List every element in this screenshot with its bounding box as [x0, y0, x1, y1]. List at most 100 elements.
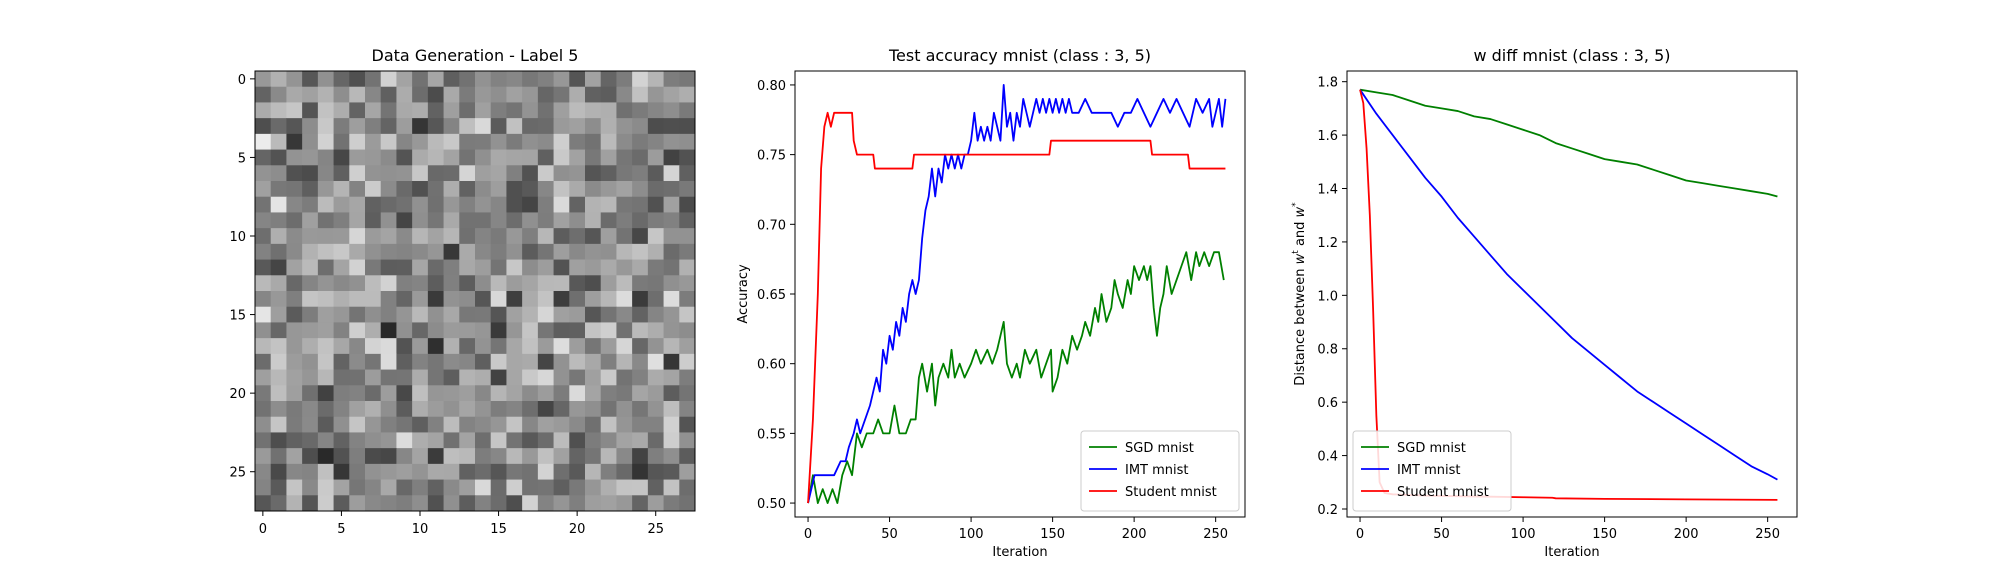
heatmap-cell: [600, 432, 617, 449]
heatmap-cell: [396, 196, 413, 213]
accuracy-title: Test accuracy mnist (class : 3, 5): [888, 46, 1151, 65]
heatmap-cell: [255, 463, 272, 480]
heatmap-cell: [412, 118, 429, 135]
heatmap-cell: [255, 369, 272, 386]
heatmap-cell: [365, 212, 382, 229]
heatmap-cell: [585, 102, 602, 119]
heatmap-cell: [270, 291, 287, 308]
heatmap-cell: [459, 243, 476, 260]
heatmap-cell: [443, 228, 460, 245]
heatmap-cell: [522, 149, 539, 166]
heatmap-cell: [286, 228, 303, 245]
heatmap-cell: [317, 369, 334, 386]
heatmap-cell: [255, 118, 272, 135]
heatmap-cell: [286, 432, 303, 449]
heatmap-cell: [647, 102, 664, 119]
heatmap-cell: [522, 196, 539, 213]
heatmap-cell: [317, 448, 334, 465]
x-tick-label: 0: [804, 527, 812, 542]
heatmap-cell: [490, 306, 507, 323]
heatmap-cell: [632, 165, 649, 182]
heatmap-cell: [490, 149, 507, 166]
heatmap-cell: [600, 118, 617, 135]
heatmap-cell: [270, 212, 287, 229]
heatmap-cell: [396, 212, 413, 229]
heatmap-cell: [585, 133, 602, 150]
heatmap-cell: [286, 102, 303, 119]
heatmap-cell: [632, 275, 649, 292]
heatmap-cell: [255, 479, 272, 496]
heatmap-cell: [537, 212, 554, 229]
heatmap-cell: [380, 243, 397, 260]
heatmap-cell: [663, 495, 680, 512]
heatmap-cell: [412, 479, 429, 496]
series-line-sgd-mnist: [1359, 88, 1778, 198]
heatmap-cell: [522, 165, 539, 182]
heatmap-cell: [600, 306, 617, 323]
heatmap-cell: [459, 86, 476, 103]
heatmap-cell: [427, 385, 444, 402]
heatmap-cell: [553, 401, 570, 418]
heatmap-cell: [522, 479, 539, 496]
heatmap-cell: [522, 181, 539, 198]
heatmap-cell: [349, 228, 366, 245]
heatmap-cell: [270, 133, 287, 150]
heatmap-cell: [600, 243, 617, 260]
heatmap-cell: [679, 416, 696, 433]
heatmap-cell: [427, 291, 444, 308]
heatmap-cell: [349, 71, 366, 88]
heatmap-cell: [663, 102, 680, 119]
accuracy-legend: SGD mnist IMT mnist Student mnist: [1080, 430, 1240, 512]
x-tick-label: 0: [1356, 527, 1364, 542]
heatmap-cell: [317, 118, 334, 135]
accuracy-panel: Test accuracy mnist (class : 3, 5) 0 50 10…: [736, 46, 1246, 560]
heatmap-cell: [443, 401, 460, 418]
heatmap-cell: [490, 118, 507, 135]
x-tick-label: 150: [1592, 527, 1617, 542]
heatmap-cell: [349, 495, 366, 512]
heatmap-cell: [632, 86, 649, 103]
heatmap-cell: [427, 243, 444, 260]
heatmap-cell: [396, 133, 413, 150]
heatmap-cell: [396, 71, 413, 88]
heatmap-cell: [616, 118, 633, 135]
heatmap-cell: [679, 463, 696, 480]
heatmap-cell: [616, 495, 633, 512]
heatmap-cell: [270, 196, 287, 213]
heatmap-cell: [427, 181, 444, 198]
heatmap-cell: [365, 275, 382, 292]
heatmap-cell: [537, 416, 554, 433]
heatmap-cell: [459, 196, 476, 213]
heatmap-cell: [679, 369, 696, 386]
heatmap-cell: [412, 338, 429, 355]
heatmap-cell: [286, 259, 303, 276]
heatmap-cell: [537, 86, 554, 103]
heatmap-cell: [679, 86, 696, 103]
heatmap-cell: [647, 149, 664, 166]
heatmap-cell: [270, 463, 287, 480]
heatmap-cell: [647, 228, 664, 245]
heatmap-cell: [396, 243, 413, 260]
heatmap-cell: [616, 322, 633, 339]
heatmap-cell: [632, 322, 649, 339]
heatmap-cell: [632, 448, 649, 465]
heatmap-cell: [333, 275, 350, 292]
heatmap-cell: [663, 385, 680, 402]
heatmap-title: Data Generation - Label 5: [372, 46, 579, 65]
heatmap-cell: [475, 479, 492, 496]
wdiff-legend: SGD mnist IMT mnist Student mnist: [1352, 430, 1512, 512]
heatmap-cell: [569, 291, 586, 308]
heatmap-cell: [459, 259, 476, 276]
heatmap-cell: [255, 196, 272, 213]
heatmap-cell: [286, 133, 303, 150]
heatmap-cell: [475, 228, 492, 245]
heatmap-cell: [380, 71, 397, 88]
heatmap-cell: [569, 463, 586, 480]
heatmap-cell: [585, 196, 602, 213]
heatmap-cell: [349, 385, 366, 402]
heatmap-cell: [286, 212, 303, 229]
heatmap-cell: [396, 401, 413, 418]
heatmap-cell: [302, 369, 319, 386]
heatmap-cell: [632, 259, 649, 276]
heatmap-cell: [443, 306, 460, 323]
